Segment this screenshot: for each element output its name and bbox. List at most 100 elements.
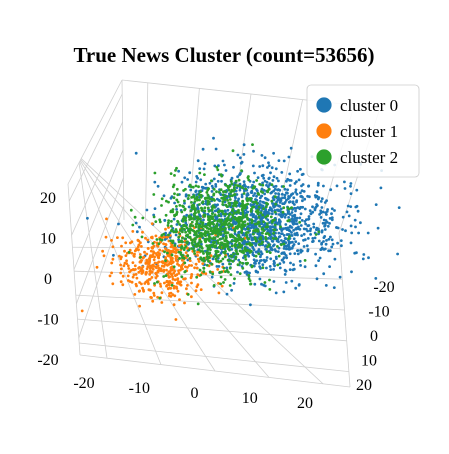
- data-point: [123, 261, 127, 265]
- data-point: [111, 282, 115, 286]
- data-point: [185, 213, 189, 217]
- data-point: [316, 181, 320, 185]
- data-point: [218, 199, 222, 203]
- data-point: [185, 287, 188, 291]
- data-point: [210, 212, 214, 216]
- data-point: [296, 249, 299, 253]
- data-point: [196, 283, 200, 287]
- data-point: [242, 143, 246, 147]
- data-point: [266, 190, 270, 194]
- data-point: [203, 173, 206, 177]
- data-point: [299, 212, 303, 216]
- floor-grid-line: [79, 161, 162, 365]
- data-point: [176, 219, 180, 223]
- data-point: [230, 288, 234, 292]
- data-point: [276, 263, 280, 267]
- data-point: [314, 195, 318, 199]
- data-point: [199, 178, 203, 182]
- data-point: [325, 239, 328, 242]
- data-point: [162, 194, 166, 198]
- data-point: [158, 253, 161, 257]
- data-point: [309, 212, 313, 216]
- data-point: [329, 188, 333, 192]
- data-point: [222, 212, 225, 216]
- data-point: [250, 218, 254, 222]
- data-point: [255, 194, 258, 198]
- data-point: [314, 252, 317, 256]
- data-point: [366, 231, 370, 235]
- data-point: [277, 159, 281, 163]
- data-point: [144, 236, 147, 240]
- data-point: [162, 242, 166, 246]
- data-point: [288, 172, 292, 176]
- data-point: [246, 192, 250, 195]
- data-point: [172, 196, 176, 200]
- data-point: [206, 202, 210, 206]
- data-point: [220, 174, 224, 178]
- data-point: [178, 232, 182, 236]
- data-point: [201, 258, 205, 262]
- data-point: [259, 190, 263, 193]
- z-tick-label: -20: [37, 352, 58, 369]
- data-point: [154, 220, 158, 224]
- z-axis-ticks: 20 10 0 -10 -20: [37, 190, 58, 369]
- data-point: [290, 231, 293, 234]
- data-point: [234, 204, 238, 208]
- data-point: [256, 176, 260, 180]
- data-point: [285, 256, 289, 260]
- data-point: [196, 302, 200, 306]
- data-point: [182, 223, 185, 227]
- data-point: [150, 296, 153, 299]
- data-point: [272, 198, 276, 202]
- data-point: [184, 234, 188, 238]
- data-point: [319, 216, 323, 219]
- data-point: [282, 159, 286, 163]
- data-point: [270, 212, 274, 216]
- data-point: [241, 237, 245, 241]
- data-point: [216, 239, 220, 243]
- data-point: [280, 258, 284, 262]
- data-point: [132, 255, 136, 258]
- data-point: [237, 178, 241, 182]
- data-point: [201, 232, 204, 236]
- data-point: [164, 227, 167, 231]
- data-point: [324, 242, 328, 246]
- data-point: [211, 257, 215, 261]
- data-point: [221, 203, 225, 206]
- data-point: [259, 211, 263, 215]
- data-point: [164, 243, 168, 246]
- data-point: [211, 272, 215, 276]
- data-point: [319, 209, 323, 213]
- data-point: [222, 266, 226, 270]
- data-point: [182, 189, 186, 192]
- data-point: [288, 224, 292, 228]
- data-point: [236, 184, 240, 188]
- data-point: [290, 246, 294, 250]
- data-point: [287, 207, 291, 211]
- data-point: [112, 253, 115, 257]
- series-2-points: [127, 143, 321, 306]
- data-point: [157, 266, 161, 270]
- data-point: [367, 256, 370, 260]
- data-point: [199, 257, 203, 260]
- data-point: [165, 284, 168, 288]
- data-point: [279, 214, 283, 218]
- data-point: [138, 304, 142, 308]
- data-point: [277, 195, 280, 199]
- data-point: [134, 282, 138, 286]
- data-point: [261, 204, 265, 208]
- data-point: [102, 254, 106, 258]
- data-point: [198, 268, 202, 272]
- data-point: [169, 196, 173, 200]
- data-point: [311, 239, 315, 243]
- data-point: [191, 239, 195, 242]
- data-point: [229, 180, 233, 183]
- data-point: [136, 245, 140, 249]
- data-point: [254, 200, 258, 204]
- data-point: [179, 280, 183, 284]
- data-point: [152, 291, 156, 295]
- data-point: [249, 282, 252, 286]
- data-point: [250, 243, 254, 247]
- data-point: [282, 234, 286, 237]
- data-point: [216, 168, 220, 172]
